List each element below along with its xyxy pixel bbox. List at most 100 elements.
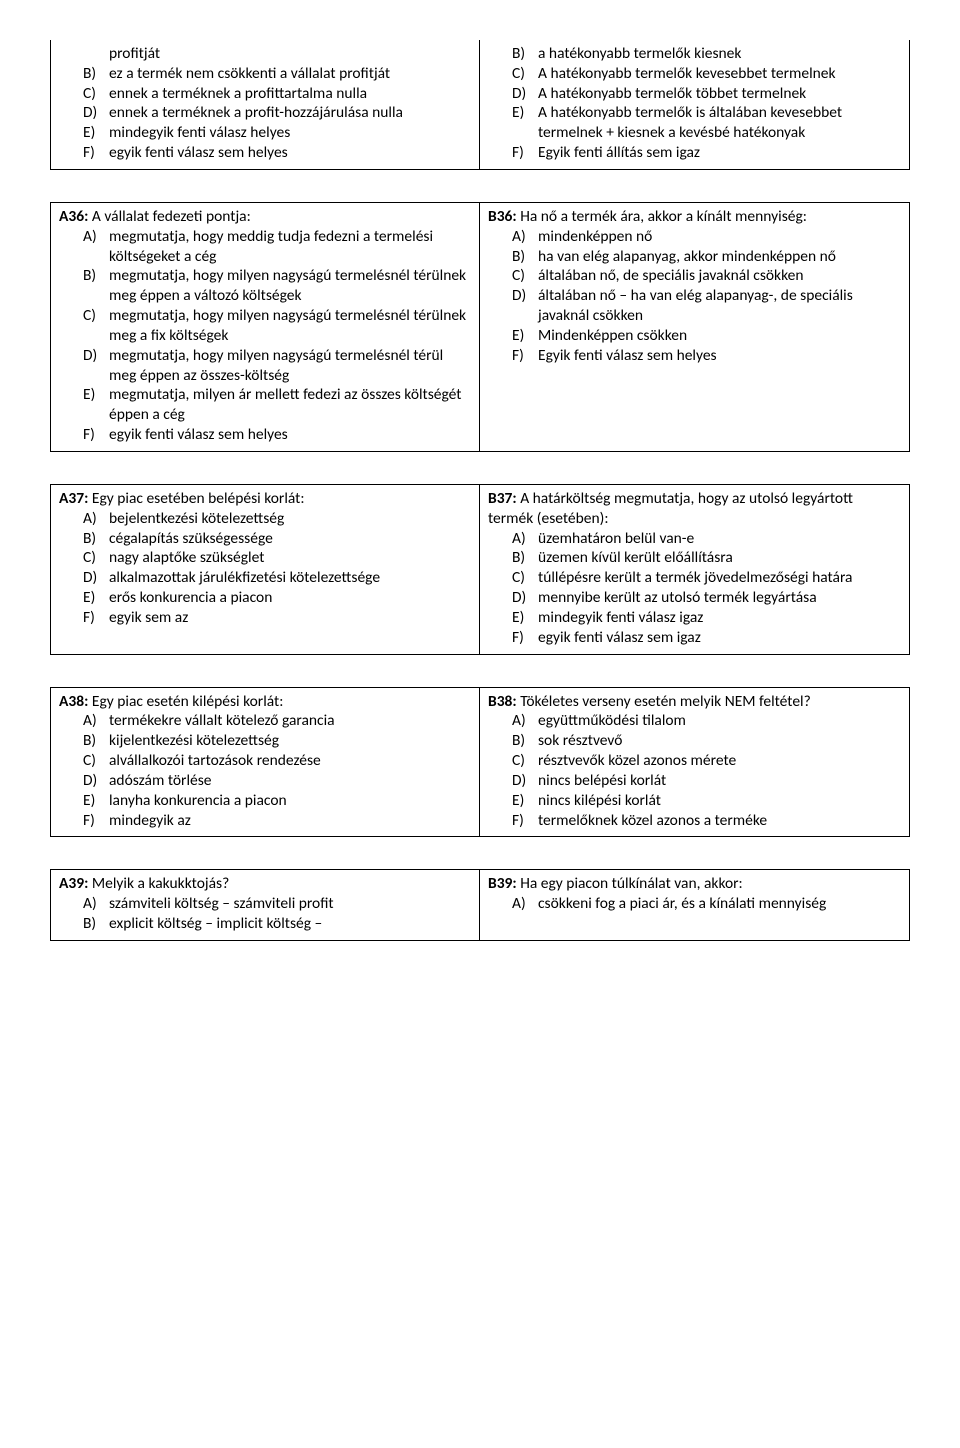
option-line: F)egyik fenti válasz sem helyes — [109, 143, 471, 163]
option-line: D)A hatékonyabb termelők többet termelne… — [538, 84, 901, 104]
left-column: A36: A vállalat fedezeti pontja:A)megmut… — [51, 203, 480, 451]
option-item: A)bejelentkezési kötelezettség — [109, 509, 471, 529]
option-text: mennyibe került az utolsó termék legyárt… — [538, 588, 817, 607]
option-letter: F) — [83, 143, 95, 163]
option-text: erős konkurencia a piacon — [109, 588, 272, 607]
option-item: B)megmutatja, hogy milyen nagyságú terme… — [109, 266, 471, 306]
option-text: a hatékonyabb termelők kiesnek — [538, 44, 741, 63]
option-item: A)mindenképpen nő — [538, 227, 901, 247]
option-text: ha van elég alapanyag, akkor mindenképpe… — [538, 247, 836, 266]
options-list: A)számviteli költség – számviteli profit… — [59, 894, 471, 934]
option-item: C)nagy alaptőke szükséglet — [109, 548, 471, 568]
option-text: megmutatja, milyen ár mellett fedezi az … — [109, 385, 462, 424]
option-letter: F) — [512, 628, 536, 648]
option-item: E)megmutatja, milyen ár mellett fedezi a… — [109, 385, 471, 425]
option-item: A)csökkeni fog a piaci ár, és a kínálati… — [538, 894, 901, 914]
option-text: alvállalkozói tartozások rendezése — [109, 751, 321, 770]
option-item: B)kijelentkezési kötelezettség — [109, 731, 471, 751]
option-line: E)A hatékonyabb termelők is általában ke… — [538, 103, 901, 143]
option-letter: A) — [512, 894, 536, 914]
option-text: termékekre vállalt kötelező garancia — [109, 711, 335, 730]
option-letter: D) — [83, 346, 107, 366]
option-letter: B) — [83, 914, 107, 934]
option-letter: C) — [83, 306, 107, 326]
option-item: D)alkalmazottak járulékfizetési köteleze… — [109, 568, 471, 588]
option-item: D)adószám törlése — [109, 771, 471, 791]
option-text: ennek a terméknek a profit-hozzájárulása… — [109, 103, 403, 122]
option-text: sok résztvevő — [538, 731, 622, 750]
option-text: nagy alaptőke szükséglet — [109, 548, 264, 567]
option-text: alkalmazottak járulékfizetési kötelezett… — [109, 568, 380, 587]
option-letter: A) — [83, 894, 107, 914]
option-letter: C) — [83, 751, 107, 771]
option-text: üzemen kívül került előállításra — [538, 548, 733, 567]
option-letter: D) — [83, 568, 107, 588]
option-letter: C) — [83, 84, 96, 104]
question-stem: A38: Egy piac esetén kilépési korlát: — [59, 692, 471, 712]
option-text: adószám törlése — [109, 771, 212, 790]
option-letter: D) — [83, 103, 97, 123]
option-text: profitját — [109, 44, 160, 63]
option-letter: E) — [512, 791, 536, 811]
option-letter: E) — [512, 326, 536, 346]
option-line: C)ennek a terméknek a profittartalma nul… — [109, 84, 471, 104]
option-item: F)Egyik fenti válasz sem helyes — [538, 346, 901, 366]
option-letter: F) — [512, 346, 536, 366]
option-letter: E) — [512, 103, 524, 123]
right-column: B38: Tökéletes verseny esetén melyik NEM… — [480, 688, 909, 837]
question-stem: A36: A vállalat fedezeti pontja: — [59, 207, 471, 227]
question-stem: A39: Melyik a kakukktojás? — [59, 874, 471, 894]
option-item: E)erős konkurencia a piacon — [109, 588, 471, 608]
option-text: egyik fenti válasz sem helyes — [109, 425, 288, 444]
option-letter: C) — [83, 548, 107, 568]
option-item: B)explicit költség – implicit költség – — [109, 914, 471, 934]
option-text: számviteli költség – számviteli profit — [109, 894, 334, 913]
question-stem: A37: Egy piac esetében belépési korlát: — [59, 489, 471, 509]
option-item: F)egyik fenti válasz sem helyes — [109, 425, 471, 445]
option-item: C)alvállalkozói tartozások rendezése — [109, 751, 471, 771]
option-letter: D) — [512, 588, 536, 608]
option-text: explicit költség – implicit költség – — [109, 914, 322, 933]
option-text: bejelentkezési kötelezettség — [109, 509, 284, 528]
option-letter: E) — [512, 608, 536, 628]
right-column: B36: Ha nő a termék ára, akkor a kínált … — [480, 203, 909, 451]
option-letter: B) — [512, 548, 536, 568]
option-text: általában nő – ha van elég alapanyag-, d… — [538, 286, 853, 325]
question-number: B38: — [488, 692, 517, 711]
option-letter: E) — [83, 588, 107, 608]
option-item: A)termékekre vállalt kötelező garancia — [109, 711, 471, 731]
option-item: F)egyik sem az — [109, 608, 471, 628]
option-letter: B) — [512, 731, 536, 751]
options-list: A)megmutatja, hogy meddig tudja fedezni … — [59, 227, 471, 445]
question-number: B37: — [488, 489, 517, 508]
question-number: A37: — [59, 489, 88, 508]
option-text: Egyik fenti állítás sem igaz — [538, 143, 700, 162]
option-letter: F) — [512, 811, 536, 831]
option-letter: A) — [83, 227, 107, 247]
option-item: B)ha van elég alapanyag, akkor mindenkép… — [538, 247, 901, 267]
option-item: A)számviteli költség – számviteli profit — [109, 894, 471, 914]
option-text: A hatékonyabb termelők kevesebbet termel… — [538, 64, 836, 83]
question-stem: B37: A határköltség megmutatja, hogy az … — [488, 489, 901, 529]
option-letter: F) — [83, 425, 107, 445]
option-letter: A) — [512, 529, 536, 549]
continuation-block: B)a hatékonyabb termelők kiesnekC)A haté… — [488, 44, 901, 163]
option-letter: C) — [512, 64, 525, 84]
question-stem: B36: Ha nő a termék ára, akkor a kínált … — [488, 207, 901, 227]
option-text: mindegyik az — [109, 811, 191, 830]
left-column: profitjátB)ez a termék nem csökkenti a v… — [51, 40, 480, 169]
option-letter: B) — [83, 529, 107, 549]
option-letter: E) — [83, 385, 107, 405]
option-item: F)termelőknek közel azonos a terméke — [538, 811, 901, 831]
option-text: Egyik fenti válasz sem helyes — [538, 346, 717, 365]
question-stem: B38: Tökéletes verseny esetén melyik NEM… — [488, 692, 901, 712]
option-letter: B) — [83, 731, 107, 751]
option-letter: D) — [512, 771, 536, 791]
option-letter: F) — [83, 811, 107, 831]
option-letter: A) — [512, 227, 536, 247]
option-text: nincs belépési korlát — [538, 771, 666, 790]
option-line: C)A hatékonyabb termelők kevesebbet term… — [538, 64, 901, 84]
option-text: nincs kilépési korlát — [538, 791, 661, 810]
option-text: üzemhatáron belül van-e — [538, 529, 694, 548]
question-number: A36: — [59, 207, 88, 226]
